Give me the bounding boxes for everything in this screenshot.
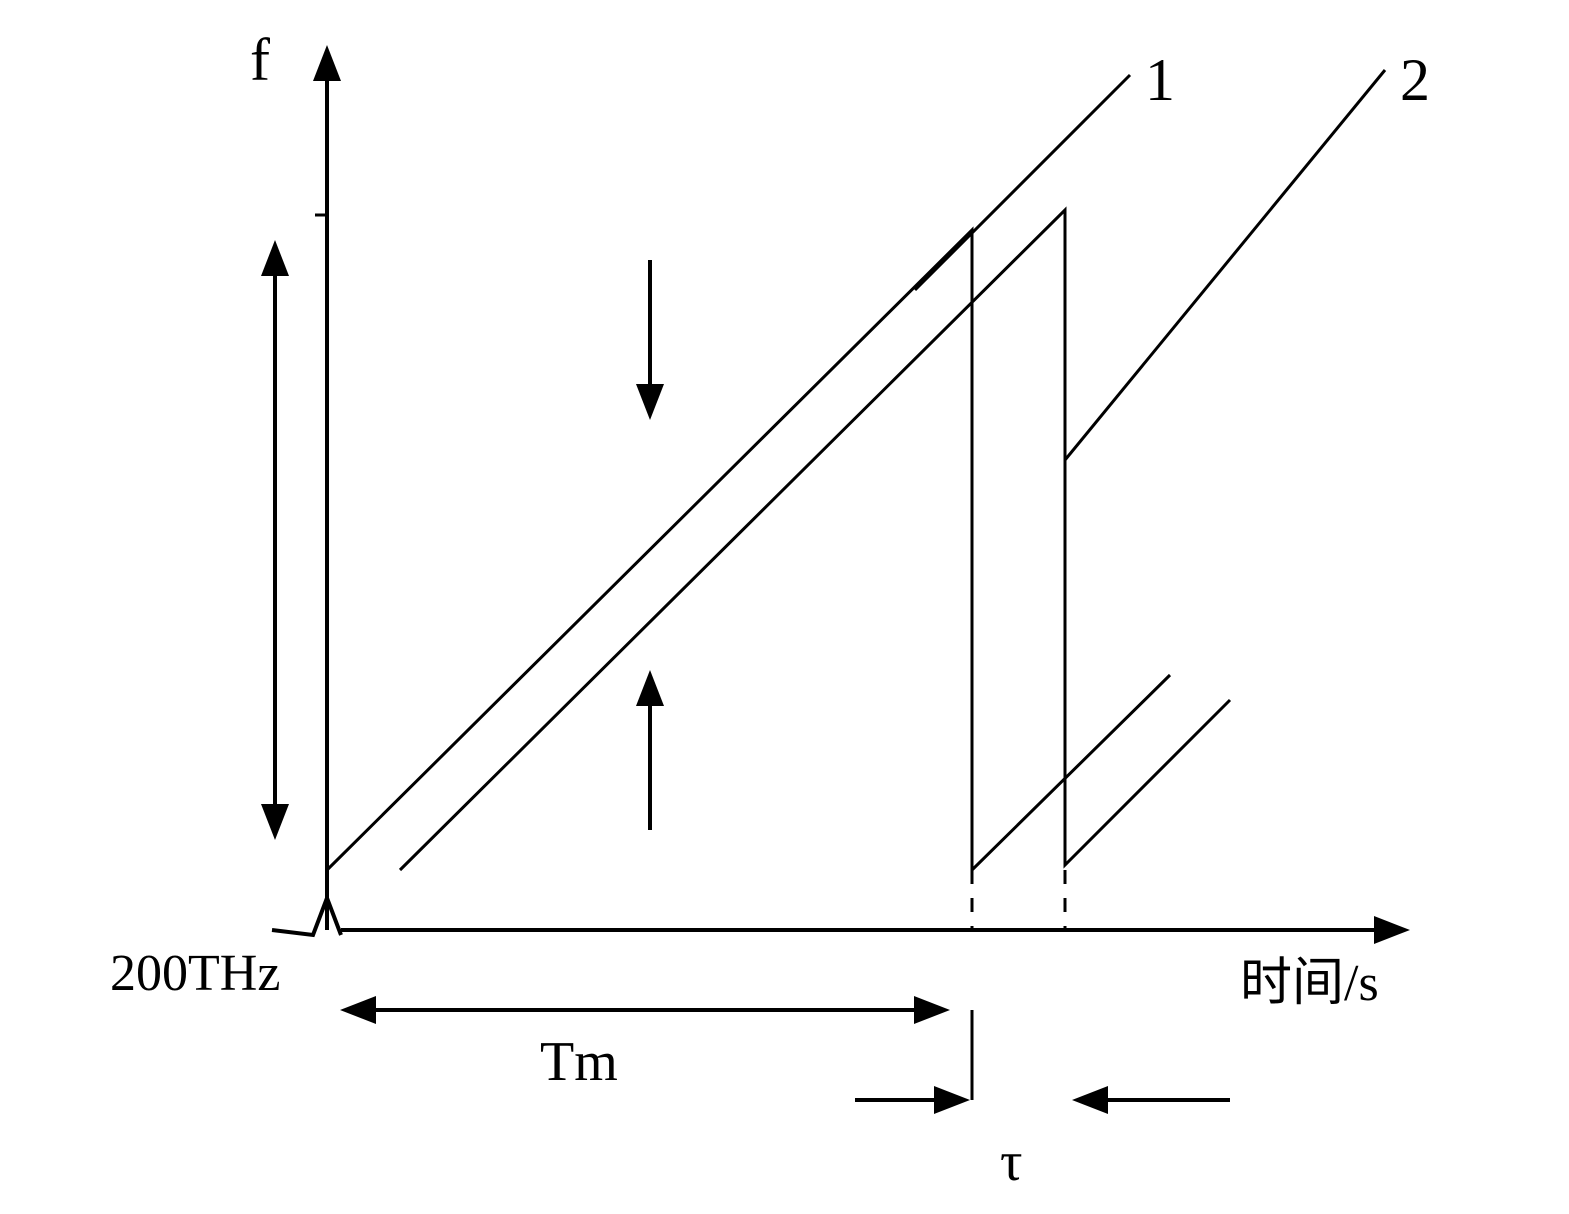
label: τ [1000, 1131, 1023, 1193]
label: 1 [1145, 47, 1175, 113]
waveform-2 [400, 210, 1230, 870]
label: Tm [540, 1031, 618, 1093]
label: 时间/s [1240, 955, 1379, 1012]
label: 200THz [110, 945, 280, 1002]
waveform-1 [327, 230, 1170, 870]
label: 2 [1400, 47, 1430, 113]
label: f [250, 27, 270, 93]
